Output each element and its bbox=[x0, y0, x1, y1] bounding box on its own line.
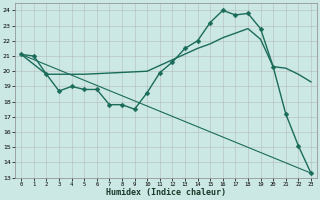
X-axis label: Humidex (Indice chaleur): Humidex (Indice chaleur) bbox=[106, 188, 226, 197]
